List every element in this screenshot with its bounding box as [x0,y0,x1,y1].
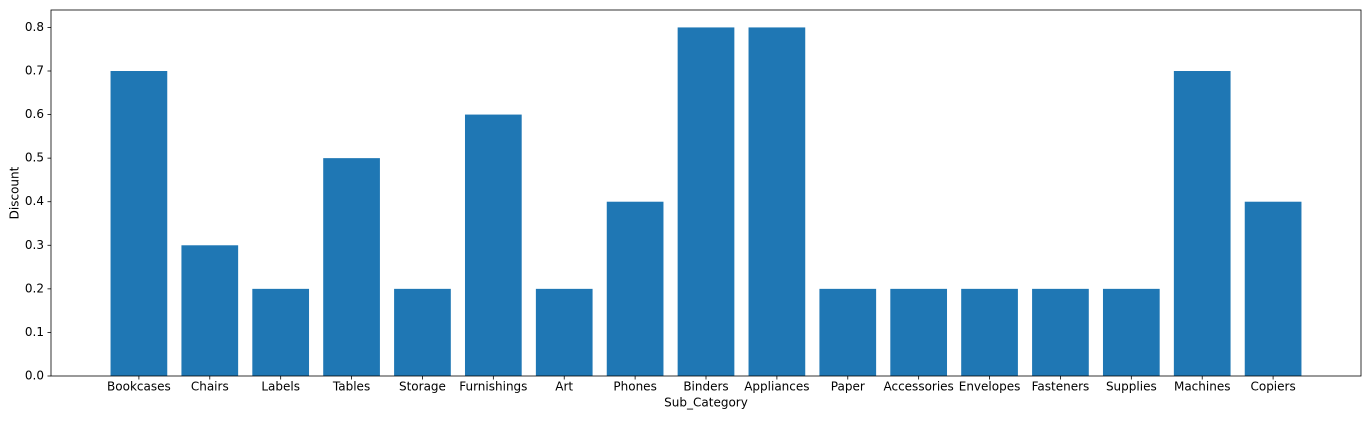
bar [819,288,877,376]
bar [464,114,522,377]
x-tick-label: Bookcases [107,380,171,394]
x-tick-label: Binders [683,380,728,394]
x-tick-label: Furnishings [459,380,527,394]
x-tick-label: Appliances [744,380,809,394]
y-tick-label: 0.4 [25,194,44,208]
bar [323,158,380,376]
x-tick-label: Art [555,380,573,394]
x-tick-label: Fasteners [1032,380,1090,394]
x-tick-label: Copiers [1250,380,1295,394]
x-tick-label: Paper [831,380,865,394]
x-tick-label: Machines [1174,380,1230,394]
bar [535,288,593,376]
y-tick-label: 0.7 [25,64,44,78]
bar [890,288,948,376]
bar [748,27,806,377]
bar [1244,201,1302,376]
bar [110,71,168,376]
plot-frame [50,9,1362,377]
bar [1102,288,1160,376]
x-tick-label: Labels [261,380,300,394]
x-tick-label: Supplies [1106,380,1157,394]
bar [181,245,239,376]
y-tick-label: 0.8 [25,20,44,34]
bar [1032,288,1089,376]
bar [961,288,1018,376]
x-tick-label: Phones [613,380,656,394]
x-tick-label: Chairs [191,380,229,394]
y-tick-label: 0.1 [25,325,44,339]
y-tick-label: 0.6 [25,107,44,121]
bar [677,27,735,377]
y-tick-label: 0.3 [25,238,44,252]
x-tick-label: Tables [332,380,370,394]
y-tick-label: 0.2 [25,281,44,295]
x-axis-label: Sub_Category [664,396,748,410]
bar [394,288,451,376]
x-tick-label: Accessories [883,380,953,394]
y-tick-label: 0.5 [25,151,44,165]
x-tick-label: Envelopes [959,380,1021,394]
bar [606,201,664,376]
y-axis-label: Discount [8,166,22,219]
bar [1173,71,1231,376]
x-tick-label: Storage [399,380,446,394]
y-tick-label: 0.0 [25,369,44,383]
bar [252,288,310,376]
